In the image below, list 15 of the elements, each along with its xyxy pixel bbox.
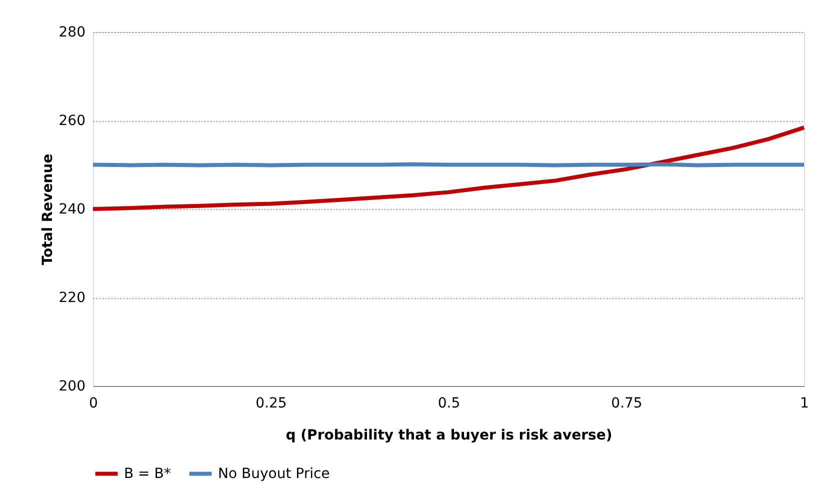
x-tick-label: 0 — [89, 396, 98, 412]
y-tick-label: 280 — [58, 24, 86, 40]
legend-label: B = B* — [124, 466, 171, 482]
x-tick-label: 0.75 — [611, 396, 642, 412]
x-tick-label: 0.5 — [438, 396, 460, 412]
y-tick-label: 200 — [58, 378, 86, 394]
y-tick-label: 220 — [58, 290, 86, 306]
y-axis-title: Total Revenue — [40, 154, 56, 266]
x-axis-title: q (Probability that a buyer is risk averse) — [286, 428, 612, 444]
x-tick-label: 1 — [800, 396, 809, 412]
y-tick-label: 240 — [58, 202, 86, 218]
y-tick-label: 260 — [58, 113, 86, 129]
x-tick-label: 0.25 — [256, 396, 287, 412]
legend-label: No Buyout Price — [218, 466, 330, 482]
line-series — [91, 126, 806, 211]
